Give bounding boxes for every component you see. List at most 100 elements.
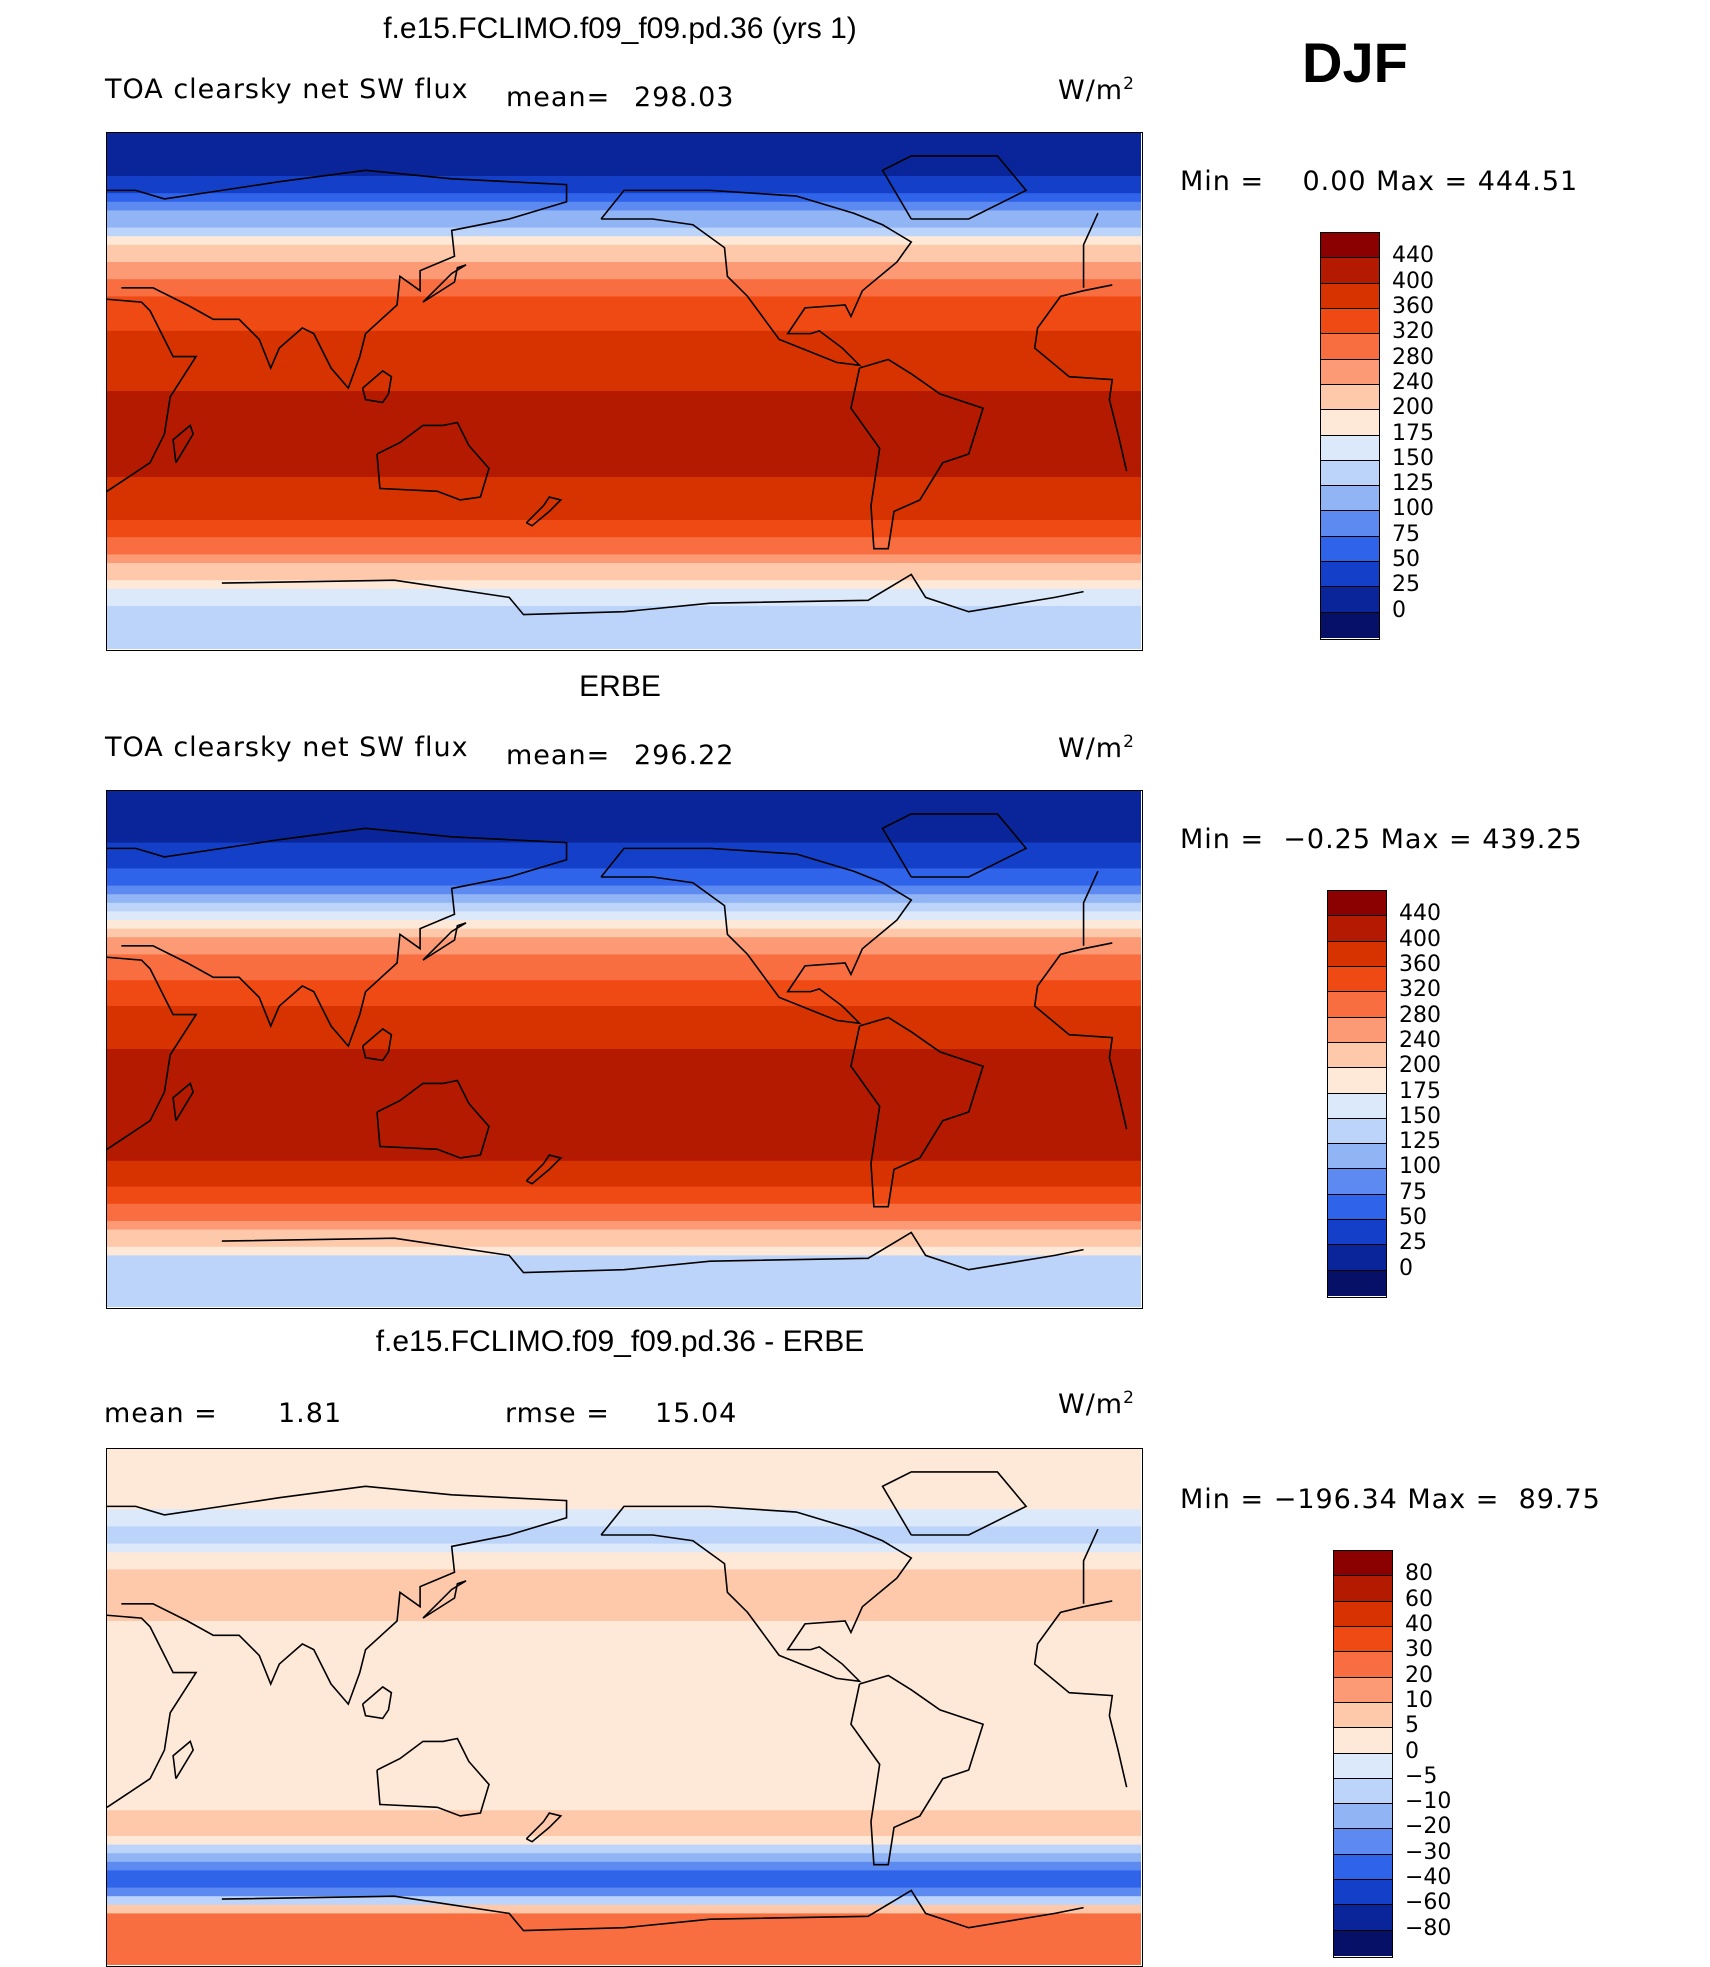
colorbar-swatch: [1321, 384, 1379, 411]
coastline: [525, 1154, 563, 1185]
coastline: [1083, 284, 1113, 292]
colorbar-tick-label: 400: [1392, 268, 1434, 294]
lat-band: [107, 468, 1141, 478]
lat-band: [107, 150, 1141, 160]
lat-band: [107, 1526, 1141, 1536]
lat-band: [107, 1672, 1141, 1682]
coastline: [172, 1082, 195, 1122]
lat-band: [107, 631, 1141, 641]
lat-band: [107, 434, 1141, 444]
panel3-rmse-value: 15.04: [655, 1398, 738, 1429]
panel2-colorbar: [1327, 890, 1387, 1298]
lat-band: [107, 1698, 1141, 1708]
colorbar-swatch: [1328, 1194, 1386, 1221]
colorbar-swatch: [1334, 1652, 1392, 1678]
lat-band: [107, 1681, 1141, 1691]
coastline: [107, 827, 568, 1048]
lat-band: [107, 799, 1141, 809]
lat-band: [107, 1569, 1141, 1579]
coastline: [376, 421, 490, 501]
lat-band: [107, 1784, 1141, 1794]
colorbar-tick-label: 150: [1392, 445, 1434, 471]
lat-band: [107, 459, 1141, 469]
coastline: [1083, 1600, 1113, 1608]
coastline: [107, 169, 568, 390]
lat-band: [107, 1049, 1141, 1059]
colorbar-tick-label: 20: [1405, 1662, 1433, 1688]
colorbar-tick-label: 440: [1399, 901, 1441, 927]
lat-band: [107, 1074, 1141, 1084]
lat-band: [107, 1793, 1141, 1803]
colorbar-swatch: [1334, 1930, 1392, 1956]
lat-band: [107, 313, 1141, 323]
coastline: [881, 813, 1028, 878]
coastline: [600, 1505, 913, 1683]
lat-band: [107, 399, 1141, 409]
lat-band: [107, 210, 1141, 220]
lat-band: [107, 1203, 1141, 1213]
lat-band: [107, 287, 1141, 297]
panel1-subtitle: TOA clearsky net SW flux: [105, 74, 469, 105]
coastline: [850, 1016, 985, 1208]
lat-band: [107, 1466, 1141, 1476]
coastline: [221, 573, 1084, 616]
colorbar-tick-label: −60: [1405, 1890, 1452, 1916]
lat-band: [107, 554, 1141, 564]
colorbar-tick-label: −40: [1405, 1865, 1452, 1891]
lat-band: [107, 1272, 1141, 1282]
coastline: [525, 496, 563, 527]
lat-band: [107, 1646, 1141, 1656]
lat-band: [107, 339, 1141, 349]
colorbar-swatch: [1328, 1220, 1386, 1246]
colorbar-swatch: [1334, 1804, 1392, 1830]
colorbar-tick-label: 320: [1399, 977, 1441, 1003]
lat-band: [107, 1135, 1141, 1145]
panel2-min-max: Min = −0.25 Max = 439.25: [1180, 824, 1583, 855]
lat-band: [107, 623, 1141, 633]
lat-band: [107, 588, 1141, 598]
colorbar-tick-label: 25: [1392, 572, 1420, 598]
lat-band: [107, 937, 1141, 947]
lat-band: [107, 1492, 1141, 1502]
colorbar-swatch: [1328, 966, 1386, 993]
colorbar-swatch: [1321, 511, 1379, 537]
lat-band: [107, 1169, 1141, 1179]
lat-band: [107, 1066, 1141, 1076]
colorbar-tick-label: 30: [1405, 1637, 1433, 1663]
lat-band: [107, 1844, 1141, 1854]
lat-band: [107, 236, 1141, 246]
lat-band: [107, 851, 1141, 861]
lat-band: [107, 1195, 1141, 1205]
colorbar-swatch: [1334, 1829, 1392, 1855]
lat-band: [107, 219, 1141, 229]
colorbar-tick-label: 10: [1405, 1687, 1433, 1713]
lat-band: [107, 511, 1141, 521]
lat-band: [107, 305, 1141, 315]
colorbar-swatch: [1328, 992, 1386, 1018]
panel3-title: f.e15.FCLIMO.f09_f09.pd.36 - ERBE: [375, 1325, 865, 1358]
coastline: [1083, 942, 1113, 950]
lat-band: [107, 201, 1141, 211]
lat-band: [107, 1707, 1141, 1717]
colorbar-tick-label: 150: [1399, 1103, 1441, 1129]
lat-band: [107, 1879, 1141, 1889]
colorbar-tick-label: 200: [1399, 1053, 1441, 1079]
colorbar-tick-label: 0: [1405, 1738, 1419, 1764]
lat-band: [107, 158, 1141, 168]
colorbar-tick-label: 5: [1405, 1713, 1419, 1739]
lat-band: [107, 1801, 1141, 1811]
colorbar-swatch: [1334, 1854, 1392, 1881]
colorbar-swatch: [1328, 1270, 1386, 1296]
lat-band: [107, 1947, 1141, 1957]
lat-band: [107, 1289, 1141, 1299]
lat-band: [107, 1827, 1141, 1837]
colorbar-swatch: [1321, 258, 1379, 284]
lat-band: [107, 1870, 1141, 1880]
lat-band: [107, 971, 1141, 981]
lat-band: [107, 1449, 1141, 1459]
colorbar-tick-label: −80: [1405, 1915, 1452, 1941]
lat-band: [107, 859, 1141, 869]
lat-band: [107, 597, 1141, 607]
lat-band: [107, 1117, 1141, 1127]
lat-band: [107, 1741, 1141, 1751]
